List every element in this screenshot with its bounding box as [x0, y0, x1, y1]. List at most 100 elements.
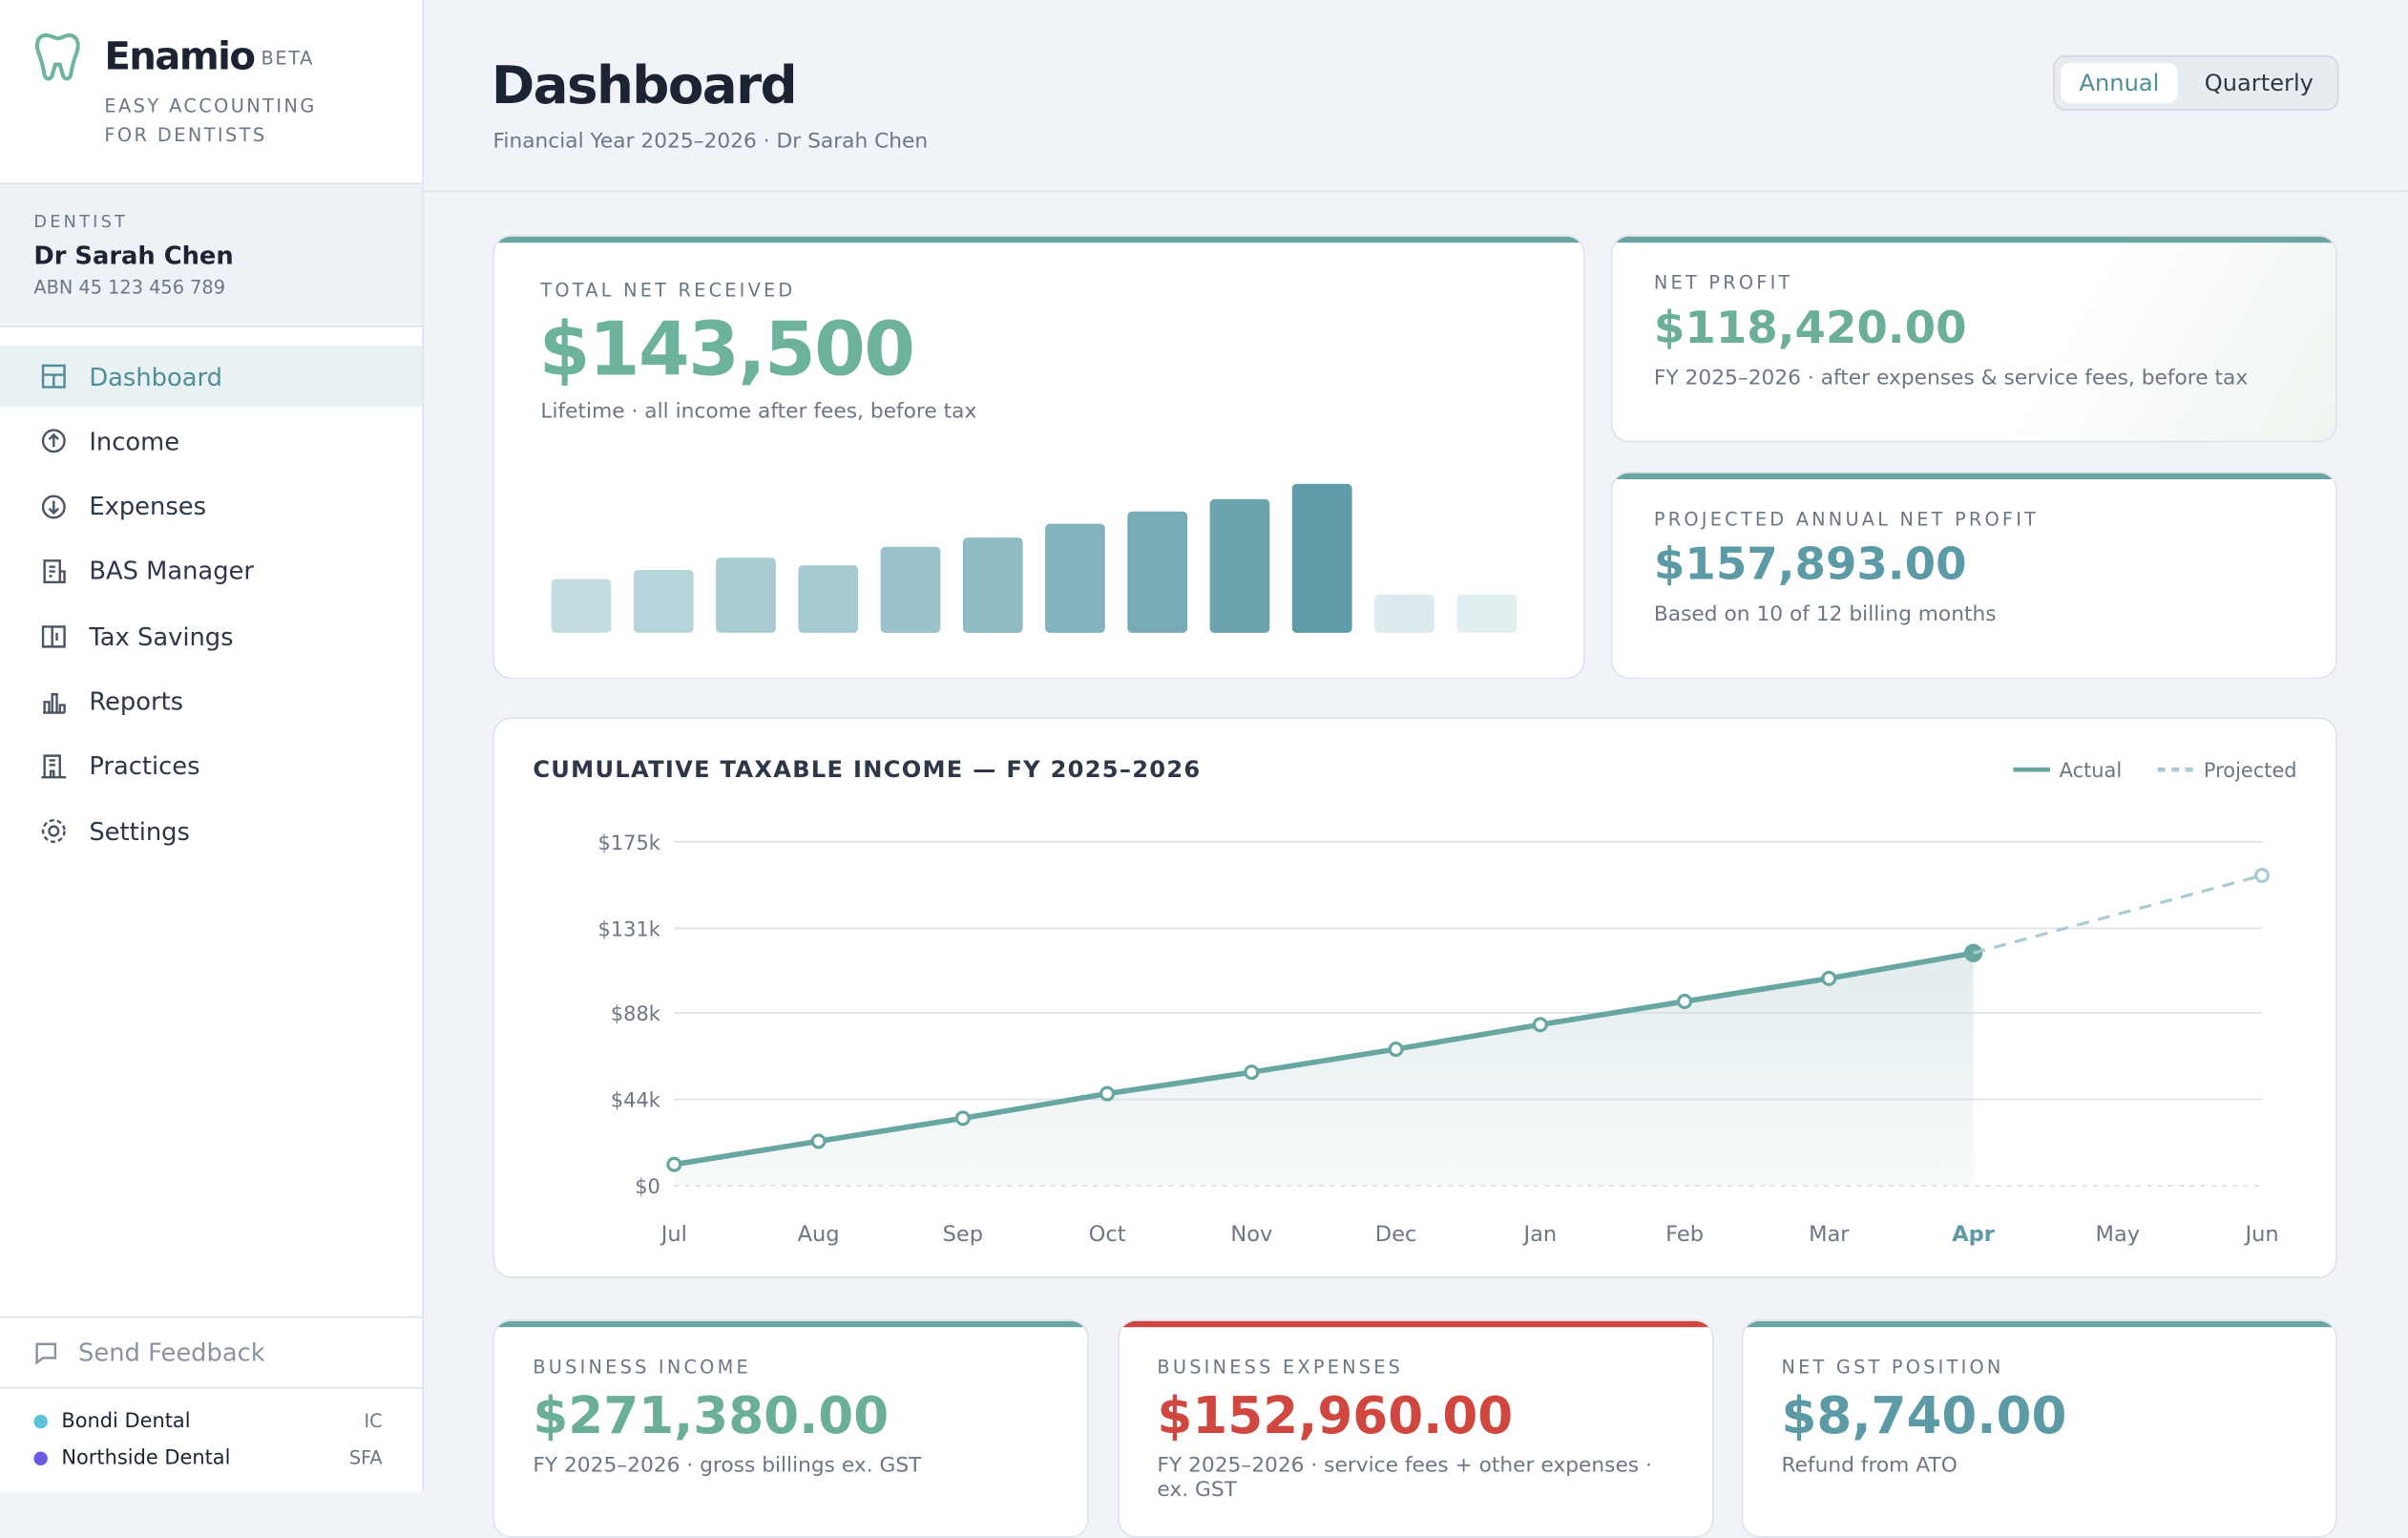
- bar: [1045, 523, 1105, 633]
- nav-item[interactable]: BAS Manager: [0, 540, 422, 601]
- card: BUSINESS INCOME $271,380.00 FY 2025–2026 ·…: [492, 1319, 1089, 1538]
- bar: [1291, 483, 1352, 633]
- x-tick-label: Dec: [1375, 1222, 1417, 1247]
- toggle-quarterly[interactable]: Quarterly: [2204, 69, 2314, 97]
- sidebar: Enamio BETA EASY ACCOUNTING FOR DENTISTS…: [0, 0, 425, 1492]
- series-line: [673, 950, 1975, 1168]
- point: [1821, 970, 1837, 986]
- nav-item[interactable]: Dashboard: [0, 346, 423, 408]
- card-value: $152,960.00: [1157, 1385, 1514, 1446]
- point: [1099, 1085, 1116, 1102]
- abn: ABN 45 123 456 789: [33, 276, 225, 299]
- feedback[interactable]: Send Feedback: [78, 1338, 265, 1368]
- card: PROJECTED ANNUAL NET PROFIT $157,893.00 …: [1610, 471, 2337, 680]
- dentist-name: Dr Sarah Chen: [33, 241, 234, 271]
- logo: [34, 32, 80, 81]
- bar: [551, 579, 612, 633]
- feedback-icon: [35, 1342, 57, 1365]
- card-accent: [1743, 1320, 2336, 1328]
- nav-item[interactable]: Income: [0, 411, 422, 472]
- legend-label: Projected: [2204, 759, 2297, 782]
- point: [666, 1156, 682, 1172]
- x-tick-label: Jul: [660, 1222, 687, 1247]
- point: [2254, 867, 2271, 884]
- point: [1388, 1041, 1404, 1058]
- nav-item[interactable]: Expenses: [0, 475, 422, 537]
- chart-title: CUMULATIVE TAXABLE INCOME — FY 2025–2026: [533, 756, 1201, 783]
- card-value: $143,500: [538, 306, 915, 393]
- y-tick-label: $175k: [598, 832, 661, 854]
- nav-label: Reports: [89, 686, 184, 716]
- chart-card: CUMULATIVE TAXABLE INCOME — FY 2025–2026…: [492, 717, 2337, 1278]
- x-tick-label: Feb: [1665, 1222, 1704, 1247]
- practice-dot: [33, 1451, 48, 1465]
- nav-label: Practices: [89, 751, 200, 781]
- card: NET PROFIT $118,420.00 FY 2025–2026 · af…: [1610, 235, 2337, 443]
- card-value: $157,893.00: [1653, 537, 1967, 590]
- practice-dot: [33, 1414, 48, 1429]
- dentist-box: DENTIST Dr Sarah Chen ABN 45 123 456 789: [0, 182, 423, 327]
- practice-name: Northside Dental: [61, 1446, 231, 1470]
- card-label: TOTAL NET RECEIVED: [540, 279, 796, 302]
- nav-item[interactable]: Practices: [0, 735, 422, 796]
- practice-code: SFA: [348, 1446, 383, 1469]
- bar: [880, 546, 941, 633]
- bar: [716, 558, 776, 633]
- card-accent: [494, 1320, 1088, 1328]
- nav-item[interactable]: Settings: [0, 800, 422, 861]
- x-tick-label: Jun: [2243, 1222, 2278, 1247]
- bar: [1374, 594, 1434, 633]
- x-tick-label: Apr: [1952, 1222, 1996, 1247]
- card-note: FY 2025–2026 · gross billings ex. GST: [533, 1453, 922, 1478]
- y-tick-label: $44k: [611, 1089, 661, 1112]
- point: [1532, 1017, 1548, 1033]
- practice-code: IC: [364, 1410, 383, 1432]
- dentist-label: DENTIST: [33, 212, 129, 232]
- point: [1244, 1064, 1260, 1081]
- card-value: $271,380.00: [533, 1385, 890, 1446]
- x-tick-label: Oct: [1089, 1222, 1126, 1247]
- point: [810, 1133, 827, 1149]
- toggle-annual[interactable]: Annual: [2061, 62, 2178, 103]
- bar: [633, 569, 694, 633]
- x-tick-label: Aug: [798, 1222, 840, 1247]
- bar: [1456, 594, 1518, 633]
- bar: [1209, 498, 1270, 633]
- x-tick-label: May: [2096, 1222, 2141, 1247]
- card-value: $118,420.00: [1653, 301, 1967, 354]
- area: [674, 953, 1974, 1187]
- x-tick-label: Nov: [1230, 1222, 1272, 1247]
- y-tick-label: $0: [635, 1175, 660, 1198]
- nav-item[interactable]: Tax Savings: [0, 605, 422, 666]
- card: NET GST POSITION $8,740.00 Refund from ATO: [1741, 1319, 2337, 1538]
- x-tick-label: Jan: [1521, 1222, 1557, 1247]
- nav-label: BAS Manager: [89, 557, 254, 586]
- card-label: PROJECTED ANNUAL NET PROFIT: [1653, 508, 2040, 531]
- mini-chart: [551, 483, 1518, 633]
- nav-label: Settings: [89, 816, 190, 846]
- card-label: NET PROFIT: [1653, 271, 1793, 294]
- nav-label: Expenses: [89, 492, 206, 521]
- card-label: BUSINESS EXPENSES: [1157, 1356, 1404, 1379]
- card-label: NET GST POSITION: [1781, 1356, 2004, 1379]
- line-chart: CUMULATIVE TAXABLE INCOME — FY 2025–2026…: [533, 756, 2297, 1247]
- nav-item[interactable]: Reports: [0, 670, 422, 731]
- nav-label: Dashboard: [89, 361, 223, 391]
- card-note: Refund from ATO: [1781, 1453, 1958, 1478]
- card-note: Based on 10 of 12 billing months: [1653, 601, 1997, 627]
- nav-label: Tax Savings: [89, 622, 234, 651]
- bar: [962, 537, 1023, 633]
- practice-name: Bondi Dental: [61, 1410, 191, 1434]
- y-tick-label: $131k: [598, 917, 661, 940]
- x-tick-label: Mar: [1809, 1222, 1850, 1247]
- page-title: Dashboard: [491, 54, 798, 117]
- brand: Enamio: [104, 33, 256, 79]
- card: BUSINESS EXPENSES $152,960.00 FY 2025–2026…: [1117, 1319, 1713, 1538]
- card-label: BUSINESS INCOME: [533, 1356, 751, 1379]
- badge: BETA: [261, 47, 314, 70]
- toggle: Annual Quarterly: [2053, 54, 2339, 111]
- point: [1677, 993, 1693, 1010]
- card-note: FY 2025–2026 · service fees + other expe…: [1157, 1453, 1652, 1503]
- x-tick-label: Sep: [943, 1222, 983, 1247]
